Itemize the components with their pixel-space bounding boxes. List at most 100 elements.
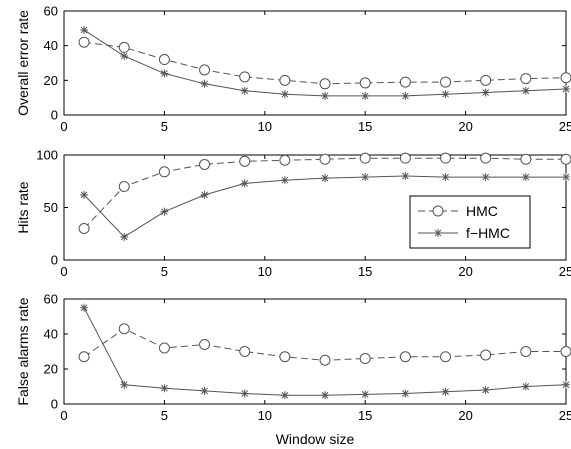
data-point-hmc [520,346,532,357]
data-point-hmc [440,351,452,363]
data-point-hmc [239,71,251,83]
data-point-f-hmc [120,380,129,389]
data-point-hmc [118,181,130,192]
x-axis-label: Window size [276,431,355,447]
x-tick-label: 0 [60,264,67,279]
y-tick-label: 100 [36,148,58,163]
data-point-f-hmc [240,86,249,95]
x-tick-label: 15 [358,264,372,279]
data-point-hmc [199,64,211,76]
x-tick-label: 20 [458,408,472,423]
data-point-hmc [279,154,291,166]
plot-frame [63,10,567,116]
y-axis-label: False alarms rate [15,297,31,405]
y-tick-label: 40 [44,38,58,53]
data-point-hmc [399,76,411,88]
y-tick-label: 20 [44,362,58,377]
data-point-f-hmc [240,389,249,398]
data-point-hmc [560,153,571,165]
data-point-hmc [520,73,532,85]
data-point-hmc [359,353,371,364]
x-tick-label: 20 [458,264,472,279]
data-point-f-hmc [361,91,370,100]
data-point-hmc [78,351,90,363]
data-point-hmc [239,346,251,357]
data-point-f-hmc [80,190,89,199]
panel-3: 0 5 10 15 20 25 0 20 40 60 False alarms rate Window… [15,292,571,447]
data-point-hmc [359,152,371,164]
data-point-hmc [399,152,411,164]
data-point-f-hmc [441,387,450,396]
data-point-hmc [239,155,251,167]
data-point-hmc [399,351,411,363]
x-tick-label: 0 [60,119,67,134]
series-line-hmc [84,41,567,85]
panel-1: 0 5 10 15 20 25 0 20 40 60 Overall error rate [15,4,571,134]
data-point-f-hmc [361,390,370,399]
x-tick-label: 20 [458,119,472,134]
data-point-hmc [520,153,532,165]
data-point-f-hmc [240,179,249,188]
panel-2: 0 5 10 15 20 25 0 50 100 Hits rate HMC f−HMC [15,148,571,279]
data-point-hmc [319,78,331,90]
data-point-f-hmc [120,52,129,61]
data-point-f-hmc [441,173,450,182]
data-point-f-hmc [280,90,289,99]
data-point-f-hmc [521,382,530,391]
legend-label-hmc: HMC [466,203,498,219]
data-point-hmc [199,158,211,170]
data-point-f-hmc [200,79,209,88]
y-tick-label: 20 [44,73,58,88]
data-point-hmc [158,166,170,178]
data-point-hmc [319,354,331,366]
data-point-f-hmc [321,174,330,183]
data-point-hmc [279,351,291,363]
x-tick-label: 25 [559,264,571,279]
data-point-hmc [78,223,90,234]
legend: HMC f−HMC [409,195,531,249]
data-point-f-hmc [160,384,169,393]
data-point-hmc [480,349,492,361]
data-point-f-hmc [80,303,89,312]
x-tick-label: 10 [258,264,272,279]
y-tick-label: 0 [51,397,58,412]
data-point-hmc [560,346,571,357]
data-point-hmc [199,339,211,350]
data-point-hmc [118,41,130,53]
data-point-hmc [78,36,90,48]
x-tick-label: 5 [161,119,168,134]
x-tick-label: 25 [559,119,571,134]
data-point-f-hmc [481,386,490,394]
data-point-f-hmc [120,232,129,241]
data-point-hmc [279,74,291,86]
y-tick-label: 0 [51,108,58,123]
legend-label-f-hmc: f−HMC [466,225,510,241]
data-point-f-hmc [200,386,209,395]
data-point-hmc [359,77,371,89]
x-tick-label: 10 [258,408,272,423]
legend-marker-f-hmc [434,229,442,237]
data-point-f-hmc [562,85,570,93]
data-point-f-hmc [441,90,450,99]
data-point-f-hmc [80,26,89,35]
x-tick-label: 0 [60,408,67,423]
data-point-hmc [158,342,170,354]
data-point-hmc [158,54,170,66]
x-tick-label: 10 [258,119,272,134]
legend-marker-hmc [432,205,444,217]
data-point-f-hmc [200,190,209,199]
data-point-f-hmc [280,391,289,400]
x-tick-label: 15 [358,408,372,423]
y-tick-label: 0 [51,253,58,268]
data-point-f-hmc [521,173,530,182]
data-point-hmc [480,152,492,164]
data-point-f-hmc [401,91,410,100]
data-point-f-hmc [160,69,169,78]
legend-box [409,195,531,249]
data-point-hmc [480,74,492,86]
data-point-f-hmc [280,176,289,185]
y-tick-label: 50 [44,200,58,215]
data-point-f-hmc [401,172,410,180]
data-point-f-hmc [321,391,330,400]
